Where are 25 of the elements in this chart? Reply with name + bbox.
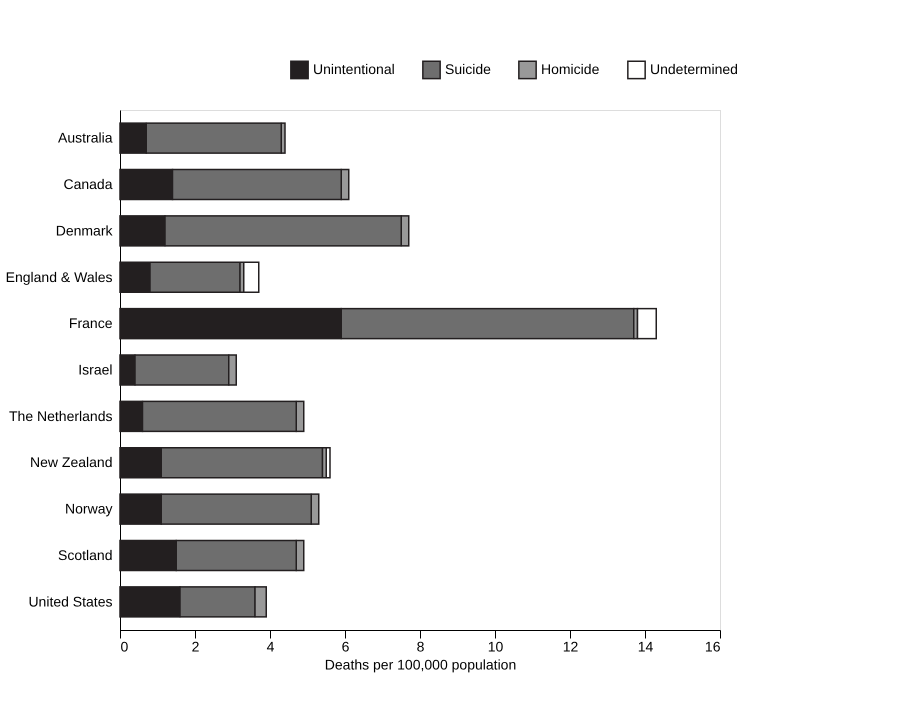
- y-tick-label: Denmark: [56, 222, 114, 238]
- x-tick-label: 6: [342, 638, 350, 654]
- legend-label: Undetermined: [650, 60, 738, 77]
- y-tick-label: Australia: [58, 130, 113, 146]
- y-tick-label: Norway: [65, 500, 112, 517]
- y-tick-label: United States: [28, 593, 112, 610]
- legend-label: Unintentional: [313, 60, 395, 77]
- y-tick-label: France: [68, 315, 113, 332]
- legend-label: Suicide: [445, 60, 492, 77]
- y-tick-label: Scotland: [58, 546, 112, 563]
- x-tick-label: 8: [416, 638, 425, 654]
- x-tick-label: 2: [192, 638, 200, 654]
- x-tick-label: 0: [120, 638, 128, 654]
- legend-label: Homicide: [541, 60, 600, 77]
- y-tick-label: The Netherlands: [8, 408, 112, 424]
- x-tick-label: 4: [266, 638, 275, 654]
- y-tick-label: New Zealand: [30, 454, 112, 470]
- x-tick-label: 10: [488, 638, 504, 654]
- x-tick-label: 14: [638, 638, 654, 654]
- x-tick-label: 16: [704, 638, 721, 654]
- y-tick-label: England & Wales: [6, 268, 112, 285]
- y-tick-label: Israel: [78, 362, 112, 378]
- y-tick-label: Canada: [63, 176, 113, 192]
- x-tick-label: 12: [562, 638, 578, 654]
- x-axis-title: Deaths per 100,000 population: [324, 656, 516, 672]
